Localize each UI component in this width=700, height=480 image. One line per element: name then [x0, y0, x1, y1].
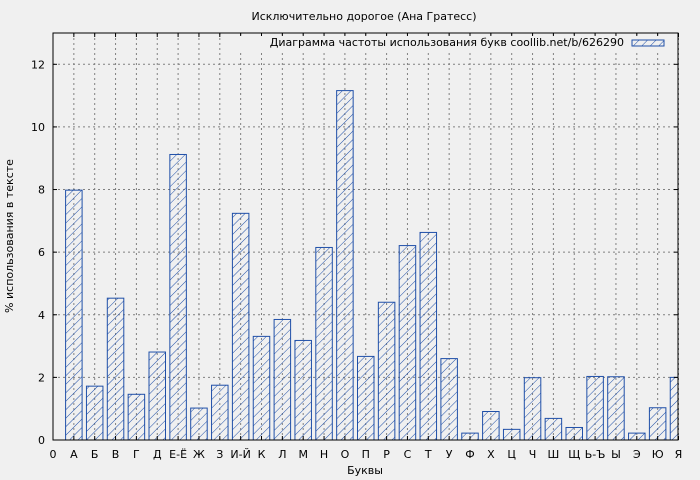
x-tick-label: Т	[424, 448, 432, 461]
x-tick-label: Ж	[193, 448, 205, 461]
x-tick-label: Ы	[611, 448, 621, 461]
x-tick-label: Ч	[529, 448, 537, 461]
x-tick-label: М	[298, 448, 308, 461]
y-tick-label: 4	[38, 309, 45, 322]
y-tick-label: 2	[38, 371, 45, 384]
bar	[398, 245, 417, 441]
bar	[169, 153, 187, 441]
x-tick-label: У	[446, 448, 453, 461]
bar	[482, 411, 500, 441]
y-tick-label: 6	[38, 246, 45, 259]
bar	[127, 393, 146, 441]
x-tick-label: Л	[278, 448, 286, 461]
bar	[336, 90, 354, 441]
bar	[440, 358, 458, 441]
x-tick-label: Э	[633, 448, 641, 461]
x-tick-label: В	[112, 448, 120, 461]
x-tick-label: З	[216, 448, 223, 461]
bar	[148, 351, 166, 441]
x-tick-label: Б	[91, 448, 99, 461]
x-tick-label: Я	[675, 448, 683, 461]
x-tick-label: Щ	[568, 448, 580, 461]
x-tick-label: Ь-Ъ	[585, 448, 606, 461]
x-tick-label: Р	[383, 448, 390, 461]
bar	[294, 339, 312, 441]
bar	[211, 384, 229, 441]
bar	[419, 231, 438, 441]
x-tick-label: Д	[153, 448, 162, 461]
legend-swatch	[631, 39, 665, 47]
y-tick-label: 8	[38, 184, 45, 197]
x-tick-label: К	[258, 448, 266, 461]
x-tick-label: С	[404, 448, 412, 461]
x-tick-label: Е-Ё	[169, 448, 187, 461]
x-tick-label: П	[362, 448, 370, 461]
legend-label: Диаграмма частоты использования букв coo…	[270, 36, 624, 49]
bar	[252, 335, 271, 441]
x-tick-label: Ф	[465, 448, 474, 461]
grid	[53, 33, 679, 440]
x-tick-label: Г	[133, 448, 140, 461]
bar	[586, 375, 604, 441]
bar	[231, 212, 250, 441]
bar	[106, 297, 125, 441]
x-tick-label: Ш	[548, 448, 560, 461]
bar	[315, 246, 333, 441]
y-ticks: 0 2 4 6 8 10 12	[31, 58, 678, 447]
x-tick-label: А	[70, 448, 78, 461]
bar	[523, 377, 542, 441]
x-axis-label: Буквы	[347, 464, 383, 477]
legend-box	[240, 36, 672, 50]
bar	[357, 355, 375, 441]
x-tick-label: Х	[487, 448, 495, 461]
bar	[85, 385, 104, 441]
y-tick-label: 0	[38, 434, 45, 447]
y-axis-label: % использования в тексте	[3, 159, 16, 313]
bar	[190, 407, 208, 441]
chart-title: Исключительно дорогое (Ана Гратесс)	[251, 10, 476, 23]
bar	[607, 376, 625, 441]
bar	[648, 407, 667, 441]
bar	[377, 301, 396, 441]
x-tick-label: 0	[50, 448, 57, 461]
x-tick-label: Н	[320, 448, 328, 461]
bar	[273, 318, 292, 441]
legend: Диаграмма частоты использования букв coo…	[240, 36, 672, 50]
x-tick-label: Ц	[507, 448, 516, 461]
bar	[65, 189, 83, 441]
x-tick-label: И-Й	[230, 448, 250, 461]
y-tick-label: 10	[31, 121, 45, 134]
x-tick-label: О	[341, 448, 350, 461]
bar	[669, 376, 679, 441]
y-tick-label: 12	[31, 58, 45, 71]
x-ticks: 0 А Б В Г Д Е-Ё Ж З И-Й К Л М Н О П Р С Т У Ф Х Ц Ч Ш Щ Ь-Ъ Ы Э Ю Я	[50, 33, 683, 461]
x-tick-label: Ю	[652, 448, 664, 461]
